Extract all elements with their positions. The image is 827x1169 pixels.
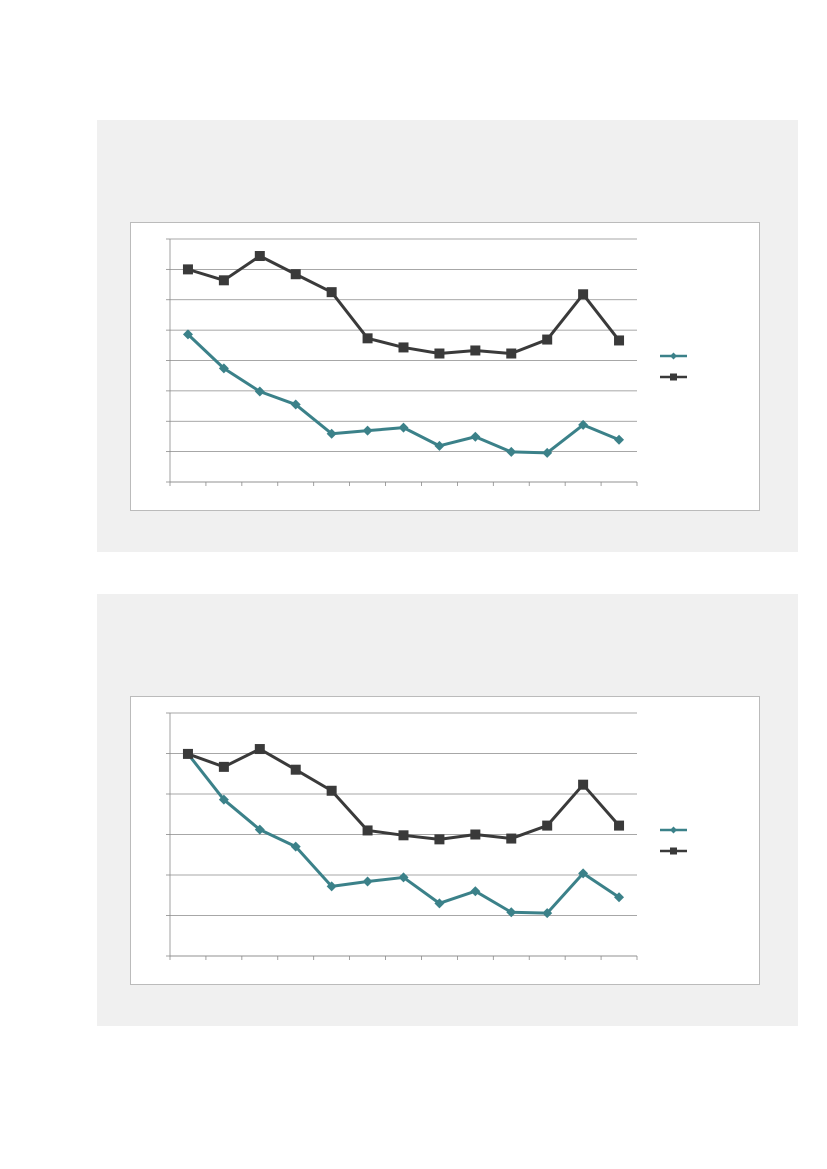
data-point — [290, 841, 301, 852]
data-point — [614, 434, 625, 445]
data-point — [290, 399, 301, 410]
data-point — [542, 334, 553, 345]
data-point — [326, 428, 337, 439]
data-point — [254, 744, 265, 755]
data-point — [506, 348, 517, 359]
data-point — [218, 275, 229, 286]
data-point — [398, 422, 409, 433]
chart — [130, 696, 760, 985]
data-point — [506, 833, 517, 844]
data-point — [362, 825, 373, 836]
data-point — [398, 342, 409, 353]
data-point — [326, 881, 337, 892]
data-point — [254, 251, 265, 262]
legend-marker — [670, 373, 677, 381]
data-point — [542, 820, 553, 831]
data-point — [362, 333, 373, 344]
data-point — [434, 834, 445, 845]
data-point — [578, 868, 589, 879]
data-point — [506, 907, 517, 918]
legend-marker — [670, 352, 677, 360]
data-point — [218, 761, 229, 772]
data-point — [578, 419, 589, 430]
data-point — [182, 329, 193, 340]
data-point — [614, 335, 625, 346]
legend-marker — [670, 826, 677, 834]
chart — [130, 222, 760, 511]
data-point — [542, 908, 553, 919]
data-point — [290, 764, 301, 775]
legend-marker — [670, 847, 677, 855]
data-point — [614, 820, 625, 831]
data-point — [326, 287, 337, 298]
data-point — [470, 829, 481, 840]
data-point — [182, 748, 193, 759]
data-point — [578, 779, 589, 790]
data-point — [398, 872, 409, 883]
data-point — [614, 892, 625, 903]
data-point — [326, 785, 337, 796]
data-point — [506, 446, 517, 457]
data-point — [434, 898, 445, 909]
data-point — [290, 269, 301, 280]
data-point — [362, 876, 373, 887]
data-point — [542, 447, 553, 458]
data-point — [434, 348, 445, 359]
data-point — [218, 363, 229, 374]
data-point — [470, 345, 481, 356]
data-point — [218, 794, 229, 805]
data-point — [578, 289, 589, 300]
data-point — [434, 440, 445, 451]
data-point — [254, 824, 265, 835]
data-point — [362, 425, 373, 436]
data-point — [254, 386, 265, 397]
data-point — [398, 830, 409, 841]
plot-frame — [130, 222, 760, 511]
plot-frame — [130, 696, 760, 985]
data-point — [470, 886, 481, 897]
data-point — [470, 431, 481, 442]
data-point — [182, 264, 193, 275]
